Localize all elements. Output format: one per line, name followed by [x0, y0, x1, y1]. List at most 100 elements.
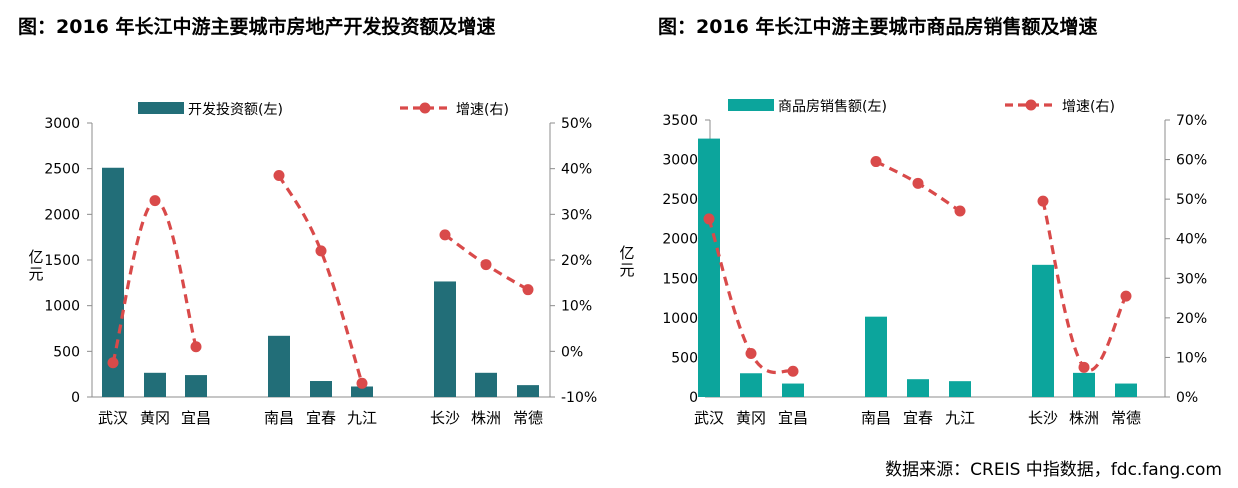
left-tick-label: 0	[71, 390, 80, 406]
left-tick-label: 1500	[662, 271, 698, 287]
chart2-title: 图：2016 年长江中游主要城市商品房销售额及增速	[658, 16, 1098, 38]
legend-line-marker	[1025, 99, 1037, 111]
x-tick-label: 株洲	[1069, 409, 1099, 427]
left-tick-label: 2500	[44, 162, 80, 178]
growth-point	[439, 229, 451, 241]
bar	[517, 385, 539, 397]
growth-line	[277, 174, 364, 384]
bar	[185, 375, 207, 397]
right-tick-label: 0%	[561, 344, 583, 360]
right-tick-label: -10%	[561, 390, 597, 406]
left-tick-label: 1000	[662, 311, 698, 327]
bar	[351, 386, 373, 397]
growth-point	[480, 259, 492, 271]
x-tick-label: 黄冈	[736, 409, 766, 427]
y-axis-label-char2: 元	[28, 265, 43, 283]
x-tick-label: 宜昌	[778, 409, 808, 427]
legend-bar-swatch	[728, 99, 774, 111]
right-tick-label: 0%	[1176, 390, 1198, 406]
bar	[1073, 372, 1095, 397]
left-tick-label: 2500	[662, 192, 698, 208]
y-axis-label-char1: 亿	[620, 244, 635, 262]
growth-point	[1037, 195, 1049, 207]
growth-point	[870, 156, 882, 168]
x-tick-label: 武汉	[98, 409, 128, 427]
right-tick-label: 20%	[561, 253, 592, 269]
x-tick-label: 长沙	[1028, 409, 1058, 427]
bar	[475, 372, 497, 397]
bar	[740, 373, 762, 397]
legend-bar-label: 开发投资额(左)	[188, 102, 283, 118]
right-tick-label: 60%	[1176, 153, 1207, 169]
left-tick-label: 3000	[44, 116, 80, 132]
x-tick-label: 株洲	[471, 409, 501, 427]
growth-point	[1120, 290, 1132, 302]
legend-line-label: 增速(右)	[456, 102, 509, 118]
chart2-sales: 0 500 1000 1500 2000 2500 3000 3500 0% 10% 20% 30% 4…	[620, 99, 1207, 427]
growth-point	[912, 177, 924, 189]
bar	[310, 381, 332, 397]
x-tick-label: 常德	[1111, 409, 1141, 427]
chart1-investment: 0 500 1000 1500 2000 2500 3000 -10% 0% 10% 20% 30% 4…	[28, 102, 597, 427]
right-tick-label: 70%	[1176, 113, 1207, 129]
right-tick-label: 40%	[561, 162, 592, 178]
left-tick-label: 500	[671, 350, 698, 366]
left-tick-label: 2000	[662, 232, 698, 248]
left-tick-label: 3000	[662, 153, 698, 169]
growth-point	[522, 284, 534, 296]
bar	[1115, 383, 1137, 397]
growth-point	[190, 341, 202, 353]
growth-point	[954, 205, 966, 217]
x-tick-label: 宜春	[903, 409, 933, 427]
right-tick-label: 40%	[1176, 232, 1207, 248]
x-tick-label: 南昌	[264, 409, 294, 427]
bar	[865, 316, 887, 397]
left-tick-label: 1500	[44, 253, 80, 269]
x-tick-label: 武汉	[694, 409, 724, 427]
growth-line	[111, 199, 198, 364]
growth-point	[745, 347, 757, 359]
right-tick-label: 30%	[561, 207, 592, 223]
chart1-title: 图：2016 年长江中游主要城市房地产开发投资额及增速	[18, 16, 496, 38]
growth-point	[1078, 361, 1090, 373]
growth-line	[1041, 200, 1128, 372]
y-axis-label-char2: 元	[620, 261, 635, 279]
growth-point	[703, 213, 715, 225]
x-tick-label: 九江	[347, 409, 377, 427]
growth-point	[356, 377, 368, 389]
x-tick-label: 宜春	[306, 409, 336, 427]
growth-point	[315, 245, 327, 257]
legend-line-label: 增速(右)	[1062, 99, 1115, 115]
x-tick-label: 九江	[945, 409, 975, 427]
right-tick-label: 10%	[1176, 350, 1207, 366]
legend-bar-label: 商品房销售额(左)	[778, 99, 887, 115]
left-tick-label: 2000	[44, 207, 80, 223]
right-tick-label: 20%	[1176, 311, 1207, 327]
x-tick-label: 黄冈	[140, 409, 170, 427]
bar	[434, 281, 456, 397]
right-tick-label: 50%	[561, 116, 592, 132]
right-tick-label: 30%	[1176, 271, 1207, 287]
bar	[268, 335, 290, 397]
left-tick-label: 500	[53, 344, 80, 360]
x-tick-label: 南昌	[861, 409, 891, 427]
growth-point	[149, 195, 161, 207]
x-tick-label: 长沙	[430, 409, 460, 427]
growth-point	[273, 170, 285, 182]
x-tick-label: 常德	[513, 409, 543, 427]
right-tick-label: 50%	[1176, 192, 1207, 208]
bar	[144, 372, 166, 397]
right-tick-label: 10%	[561, 299, 592, 315]
growth-point	[787, 365, 799, 377]
left-tick-label: 0	[689, 390, 698, 406]
bar	[949, 381, 971, 397]
bar	[907, 379, 929, 397]
y-axis-label-char1: 亿	[28, 248, 43, 266]
left-tick-label: 1000	[44, 299, 80, 315]
bar	[698, 138, 720, 397]
x-tick-label: 宜昌	[181, 409, 211, 427]
legend-bar-swatch	[138, 102, 184, 114]
growth-point	[107, 357, 119, 369]
bar	[782, 383, 804, 397]
data-source-note: 数据来源：CREIS 中指数据，fdc.fang.com	[885, 460, 1222, 480]
